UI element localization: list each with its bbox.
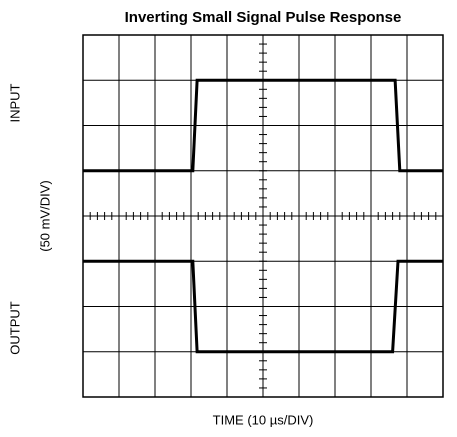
trace [83, 78, 443, 173]
chart-title: Inverting Small Signal Pulse Response [125, 9, 402, 26]
plot-frame [82, 34, 444, 398]
y-axis-label: OUTPUT [7, 301, 22, 355]
x-axis-label: TIME (10 µs/DIV) [213, 412, 314, 427]
y-axis-label: INPUT [7, 83, 22, 122]
y-axis-label: (50 mV/DIV) [37, 180, 52, 252]
trace [83, 259, 443, 354]
